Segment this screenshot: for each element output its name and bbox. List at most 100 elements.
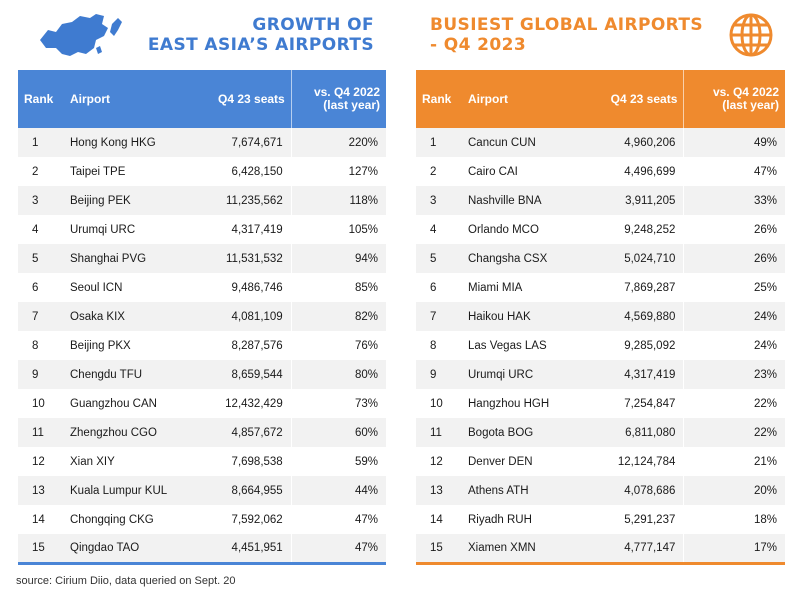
vs-cell: 80% — [290, 360, 386, 389]
airport-cell: Nashville BNA — [462, 186, 582, 215]
rank-header: Rank — [416, 70, 462, 128]
table-row: 11 Bogota BOG 6,811,080 22% — [416, 418, 785, 447]
airport-cell: Xian XIY — [64, 447, 196, 476]
table-row: 7 Osaka KIX 4,081,109 82% — [18, 302, 386, 331]
seats-cell: 7,698,538 — [195, 447, 292, 476]
rank-cell: 1 — [18, 128, 64, 157]
airport-header: Airport — [462, 70, 582, 128]
airport-cell: Kuala Lumpur KUL — [64, 476, 196, 505]
left-title: GROWTH OF EAST ASIA’S AIRPORTS — [147, 15, 374, 55]
table-row: 2 Cairo CAI 4,496,699 47% — [416, 157, 785, 186]
vs-cell: 73% — [290, 389, 386, 418]
rank-cell: 3 — [18, 186, 64, 215]
table-row: 15 Xiamen XMN 4,777,147 17% — [416, 534, 785, 565]
airport-cell: Riyadh RUH — [462, 505, 582, 534]
airport-cell: Urumqi URC — [64, 215, 196, 244]
vs-cell: 76% — [290, 331, 386, 360]
vs-cell: 22% — [683, 389, 785, 418]
table-row: 10 Hangzhou HGH 7,254,847 22% — [416, 389, 785, 418]
table-row: 1 Hong Kong HKG 7,674,671 220% — [18, 128, 386, 157]
vs-cell: 44% — [290, 476, 386, 505]
table-header-row: Rank Airport Q4 23 seats vs. Q4 2022 (la… — [18, 70, 386, 128]
seats-cell: 9,486,746 — [195, 273, 292, 302]
vs-cell: 85% — [290, 273, 386, 302]
table-row: 4 Orlando MCO 9,248,252 26% — [416, 215, 785, 244]
table-row: 13 Athens ATH 4,078,686 20% — [416, 476, 785, 505]
table-header-row: Rank Airport Q4 23 seats vs. Q4 2022 (la… — [416, 70, 785, 128]
vs-cell: 47% — [290, 505, 386, 534]
airport-cell: Athens ATH — [462, 476, 582, 505]
rank-cell: 5 — [18, 244, 64, 273]
vs-cell: 18% — [683, 505, 785, 534]
seats-cell: 4,777,147 — [581, 534, 684, 565]
rank-cell: 3 — [416, 186, 462, 215]
seats-cell: 3,911,205 — [581, 186, 684, 215]
seats-cell: 4,078,686 — [581, 476, 684, 505]
airport-cell: Miami MIA — [462, 273, 582, 302]
seats-cell: 8,287,576 — [195, 331, 292, 360]
seats-cell: 6,811,080 — [581, 418, 684, 447]
vs-cell: 49% — [683, 128, 785, 157]
seats-cell: 4,081,109 — [195, 302, 292, 331]
east-asia-table: Rank Airport Q4 23 seats vs. Q4 2022 (la… — [18, 70, 386, 565]
vs-cell: 26% — [683, 244, 785, 273]
right-title: BUSIEST GLOBAL AIRPORTS - Q4 2023 — [430, 15, 704, 55]
seats-cell: 11,235,562 — [195, 186, 292, 215]
vs-cell: 105% — [290, 215, 386, 244]
airport-cell: Cancun CUN — [462, 128, 582, 157]
seats-cell: 6,428,150 — [195, 157, 292, 186]
table-row: 5 Shanghai PVG 11,531,532 94% — [18, 244, 386, 273]
table-row: 6 Seoul ICN 9,486,746 85% — [18, 273, 386, 302]
table-row: 7 Haikou HAK 4,569,880 24% — [416, 302, 785, 331]
airport-cell: Cairo CAI — [462, 157, 582, 186]
airport-cell: Changsha CSX — [462, 244, 582, 273]
seats-cell: 5,024,710 — [581, 244, 684, 273]
rank-cell: 13 — [18, 476, 64, 505]
table-row: 10 Guangzhou CAN 12,432,429 73% — [18, 389, 386, 418]
rank-cell: 11 — [18, 418, 64, 447]
rank-cell: 14 — [18, 505, 64, 534]
table-row: 14 Chongqing CKG 7,592,062 47% — [18, 505, 386, 534]
vs-cell: 33% — [683, 186, 785, 215]
rank-cell: 4 — [416, 215, 462, 244]
rank-cell: 9 — [18, 360, 64, 389]
table-row: 4 Urumqi URC 4,317,419 105% — [18, 215, 386, 244]
seats-cell: 4,496,699 — [581, 157, 684, 186]
table-row: 9 Urumqi URC 4,317,419 23% — [416, 360, 785, 389]
seats-cell: 8,659,544 — [195, 360, 292, 389]
rank-cell: 12 — [416, 447, 462, 476]
seats-cell: 4,960,206 — [581, 128, 684, 157]
airport-cell: Seoul ICN — [64, 273, 196, 302]
rank-header: Rank — [18, 70, 64, 128]
seats-cell: 5,291,237 — [581, 505, 684, 534]
airport-cell: Taipei TPE — [64, 157, 196, 186]
rank-cell: 2 — [416, 157, 462, 186]
airport-cell: Hong Kong HKG — [64, 128, 196, 157]
airport-cell: Chengdu TFU — [64, 360, 196, 389]
rank-cell: 10 — [416, 389, 462, 418]
vs-cell: 60% — [290, 418, 386, 447]
seats-cell: 9,248,252 — [581, 215, 684, 244]
airport-cell: Hangzhou HGH — [462, 389, 582, 418]
airport-cell: Zhengzhou CGO — [64, 418, 196, 447]
vs-cell: 24% — [683, 331, 785, 360]
rank-cell: 6 — [416, 273, 462, 302]
airport-cell: Shanghai PVG — [64, 244, 196, 273]
rank-cell: 13 — [416, 476, 462, 505]
vs-cell: 26% — [683, 215, 785, 244]
seats-cell: 7,254,847 — [581, 389, 684, 418]
airport-cell: Qingdao TAO — [64, 534, 196, 565]
rank-cell: 15 — [18, 534, 64, 565]
vs-cell: 47% — [290, 534, 386, 565]
vs-cell: 94% — [290, 244, 386, 273]
seats-cell: 7,674,671 — [195, 128, 292, 157]
rank-cell: 1 — [416, 128, 462, 157]
table-row: 1 Cancun CUN 4,960,206 49% — [416, 128, 785, 157]
seats-cell: 4,317,419 — [195, 215, 292, 244]
vs-cell: 59% — [290, 447, 386, 476]
seats-cell: 12,432,429 — [195, 389, 292, 418]
airport-cell: Denver DEN — [462, 447, 582, 476]
table-row: 12 Xian XIY 7,698,538 59% — [18, 447, 386, 476]
table-row: 3 Beijing PEK 11,235,562 118% — [18, 186, 386, 215]
seats-cell: 4,857,672 — [195, 418, 292, 447]
